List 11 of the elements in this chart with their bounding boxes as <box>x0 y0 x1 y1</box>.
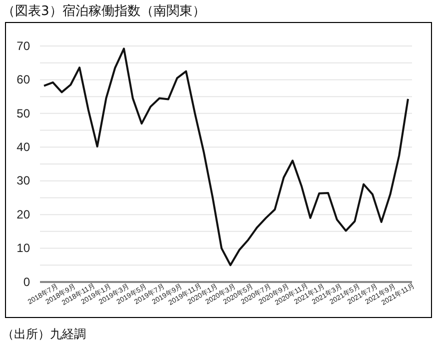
y-tick-label: 30 <box>16 174 30 188</box>
text: （出所）九経調 <box>2 327 86 341</box>
y-tick-label: 50 <box>16 106 30 120</box>
y-tick-label: 0 <box>23 274 30 289</box>
y-tick-label: 60 <box>16 72 30 87</box>
y-tick-label: 10 <box>16 241 30 256</box>
chart-title: （図表3）宿泊稼働指数（南関東） <box>2 3 206 19</box>
y-tick-label: 40 <box>16 140 30 154</box>
line-series <box>43 48 409 266</box>
y-tick-label: 70 <box>16 38 30 53</box>
y-tick-label: 20 <box>16 207 30 222</box>
